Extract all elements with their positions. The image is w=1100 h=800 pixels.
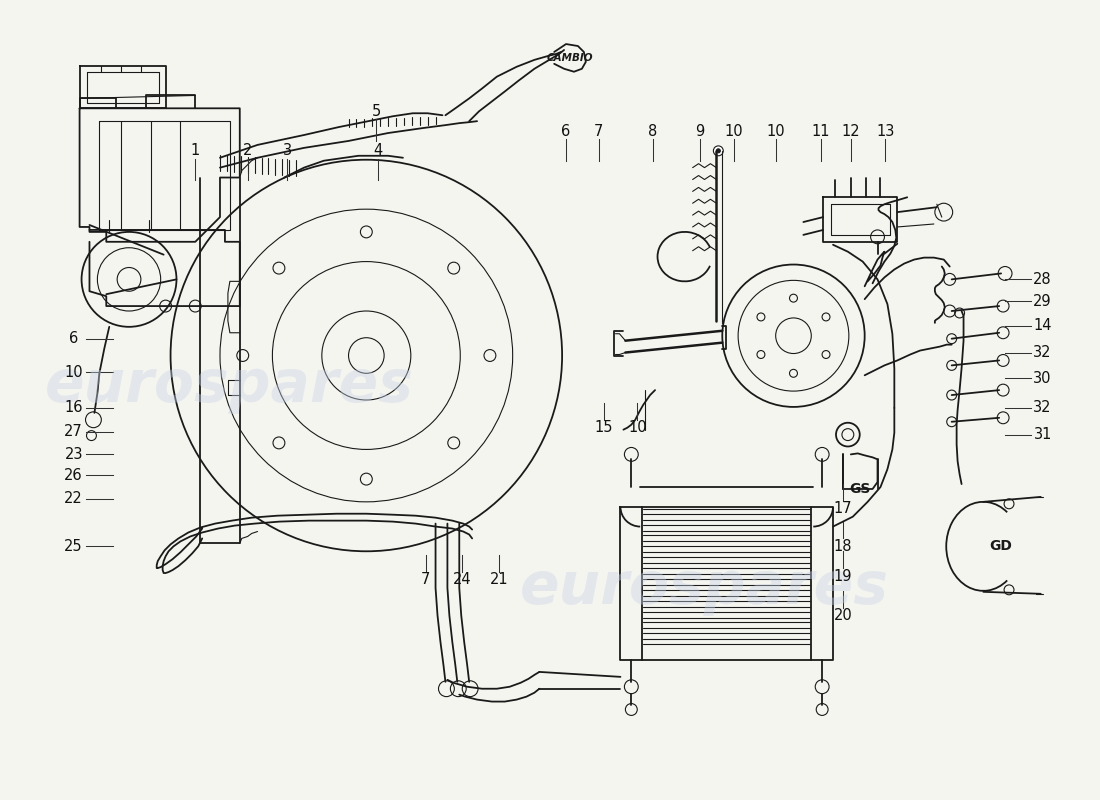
Text: 6: 6 bbox=[69, 331, 78, 346]
Text: 30: 30 bbox=[1033, 370, 1052, 386]
Text: GS: GS bbox=[849, 482, 870, 496]
Text: eurospares: eurospares bbox=[45, 357, 415, 414]
Text: 26: 26 bbox=[64, 468, 82, 482]
Text: 16: 16 bbox=[65, 401, 82, 415]
Text: 31: 31 bbox=[1034, 427, 1052, 442]
Text: 32: 32 bbox=[1033, 401, 1052, 415]
Text: 6: 6 bbox=[561, 123, 571, 138]
Text: eurospares: eurospares bbox=[520, 559, 889, 616]
Text: 27: 27 bbox=[64, 424, 82, 439]
Text: 10: 10 bbox=[64, 365, 82, 380]
Text: 21: 21 bbox=[490, 573, 508, 587]
Text: 9: 9 bbox=[695, 123, 704, 138]
Text: 29: 29 bbox=[1033, 294, 1052, 309]
Text: 17: 17 bbox=[834, 502, 852, 516]
Text: GD: GD bbox=[990, 539, 1013, 554]
Text: 10: 10 bbox=[628, 420, 647, 435]
Text: 10: 10 bbox=[725, 123, 744, 138]
Circle shape bbox=[716, 149, 720, 153]
Text: 4: 4 bbox=[374, 143, 383, 158]
Text: 18: 18 bbox=[834, 539, 852, 554]
Text: 10: 10 bbox=[767, 123, 785, 138]
Text: 1: 1 bbox=[190, 143, 200, 158]
Text: 22: 22 bbox=[64, 491, 82, 506]
Text: 2: 2 bbox=[243, 143, 252, 158]
Circle shape bbox=[714, 146, 724, 156]
Text: 28: 28 bbox=[1033, 272, 1052, 287]
Text: 8: 8 bbox=[648, 123, 658, 138]
Text: 5: 5 bbox=[372, 104, 381, 118]
Text: 25: 25 bbox=[64, 539, 82, 554]
Text: 11: 11 bbox=[812, 123, 830, 138]
Text: 12: 12 bbox=[842, 123, 860, 138]
Text: CAMBIO: CAMBIO bbox=[547, 53, 593, 63]
Text: 32: 32 bbox=[1033, 345, 1052, 360]
Text: 7: 7 bbox=[594, 123, 604, 138]
Text: 7: 7 bbox=[421, 573, 430, 587]
Text: 13: 13 bbox=[877, 123, 894, 138]
Text: 3: 3 bbox=[283, 143, 292, 158]
Text: 24: 24 bbox=[453, 573, 472, 587]
Text: 23: 23 bbox=[65, 447, 82, 462]
Text: 19: 19 bbox=[834, 569, 852, 583]
Text: 14: 14 bbox=[1033, 318, 1052, 334]
Text: 15: 15 bbox=[594, 420, 613, 435]
Text: 20: 20 bbox=[834, 608, 852, 623]
